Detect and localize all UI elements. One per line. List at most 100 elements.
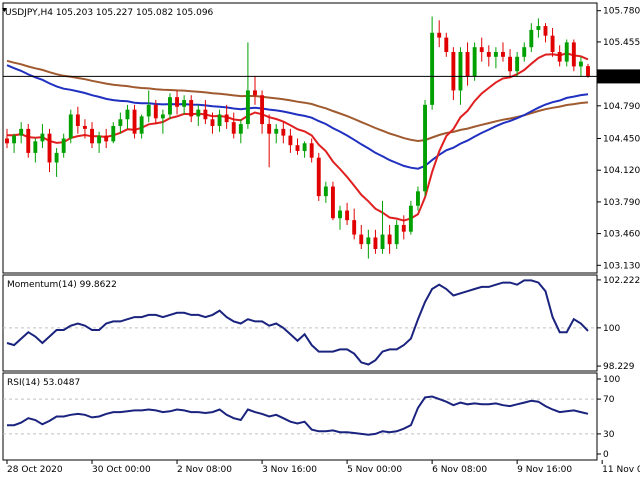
candle[interactable] (557, 45, 562, 67)
symbol-info: USDJPY,H4 105.203 105.227 105.082 105.09… (5, 8, 214, 18)
candle[interactable] (366, 229, 371, 259)
candle[interactable] (160, 109, 165, 134)
candle[interactable] (196, 104, 201, 126)
candle[interactable] (168, 93, 172, 120)
candle[interactable] (54, 148, 59, 177)
candle[interactable] (47, 128, 52, 173)
candle[interactable] (40, 124, 45, 149)
candle[interactable] (352, 208, 357, 240)
rsi-panel[interactable] (3, 395, 597, 436)
candle[interactable] (245, 42, 250, 129)
candle[interactable] (217, 109, 222, 132)
candle[interactable] (394, 220, 399, 249)
candle-body (19, 128, 24, 136)
candle-body (54, 152, 59, 163)
candle[interactable] (564, 39, 569, 67)
candle[interactable] (451, 47, 456, 101)
momentum-panel[interactable] (3, 279, 597, 366)
candle-body (253, 90, 257, 96)
time-tick-label: 3 Nov 16:00 (262, 465, 317, 475)
candle-body (97, 135, 102, 144)
candle[interactable] (380, 200, 385, 254)
candle-body (210, 119, 215, 126)
candle-body (295, 145, 300, 151)
candle[interactable] (479, 37, 484, 62)
candle[interactable] (578, 56, 583, 77)
candle[interactable] (529, 23, 534, 53)
candle[interactable] (550, 27, 555, 57)
candle[interactable] (274, 124, 279, 144)
candle[interactable] (33, 138, 38, 163)
candle[interactable] (68, 109, 73, 144)
ma-fast-line (7, 52, 589, 222)
candle[interactable] (104, 128, 109, 149)
candle[interactable] (90, 122, 94, 149)
candle[interactable] (182, 95, 187, 115)
candle[interactable] (146, 90, 151, 123)
main-price-panel[interactable] (2, 8, 597, 259)
candle-body (522, 47, 527, 57)
candle[interactable] (416, 186, 420, 211)
candle[interactable] (61, 133, 66, 158)
candle[interactable] (437, 20, 442, 48)
candle[interactable] (501, 42, 505, 62)
candle[interactable] (330, 181, 335, 221)
candle-body (437, 32, 442, 38)
candle[interactable] (26, 124, 31, 158)
candle[interactable] (295, 138, 300, 155)
candle[interactable] (359, 224, 364, 249)
candle[interactable] (75, 106, 80, 134)
candle[interactable] (210, 112, 215, 134)
rsi-label: RSI(14) 53.0487 (7, 378, 80, 388)
candle[interactable] (139, 114, 144, 139)
candle[interactable] (323, 181, 328, 203)
candle[interactable] (231, 112, 236, 139)
candle[interactable] (430, 16, 435, 110)
candle[interactable] (111, 122, 116, 144)
candle[interactable] (281, 122, 286, 144)
candle[interactable] (345, 202, 350, 225)
candle[interactable] (267, 114, 272, 168)
candle[interactable] (536, 18, 541, 38)
candle[interactable] (288, 128, 293, 153)
candle[interactable] (125, 104, 130, 129)
candle[interactable] (309, 138, 314, 163)
candle[interactable] (19, 122, 24, 144)
candle[interactable] (5, 128, 9, 149)
candle[interactable] (423, 100, 427, 197)
candle[interactable] (82, 119, 87, 139)
candle[interactable] (387, 224, 392, 254)
candle[interactable] (338, 205, 342, 230)
momentum-line (6, 279, 589, 366)
symbol-dropdown-icon[interactable] (2, 8, 7, 12)
candle[interactable] (97, 131, 102, 153)
candle[interactable] (132, 104, 137, 139)
candle[interactable] (12, 133, 17, 153)
candle[interactable] (203, 100, 208, 125)
candle[interactable] (302, 141, 307, 158)
candle[interactable] (586, 63, 590, 78)
candle[interactable] (401, 215, 406, 240)
candle[interactable] (444, 32, 449, 57)
candle[interactable] (238, 119, 243, 144)
candle[interactable] (408, 200, 413, 235)
candle[interactable] (373, 229, 378, 254)
candle[interactable] (571, 39, 576, 72)
candle[interactable] (153, 100, 158, 125)
candle[interactable] (260, 90, 265, 134)
candle[interactable] (515, 52, 520, 77)
candle[interactable] (486, 45, 491, 67)
candle[interactable] (253, 76, 257, 105)
candle[interactable] (508, 49, 513, 77)
candle[interactable] (118, 112, 123, 134)
candle[interactable] (472, 42, 477, 81)
candle[interactable] (224, 104, 229, 129)
candle[interactable] (493, 47, 498, 69)
candle[interactable] (189, 95, 194, 123)
candle[interactable] (465, 42, 470, 86)
candle[interactable] (522, 42, 527, 62)
candle[interactable] (175, 90, 179, 115)
candle[interactable] (316, 152, 321, 201)
candle[interactable] (543, 23, 548, 43)
